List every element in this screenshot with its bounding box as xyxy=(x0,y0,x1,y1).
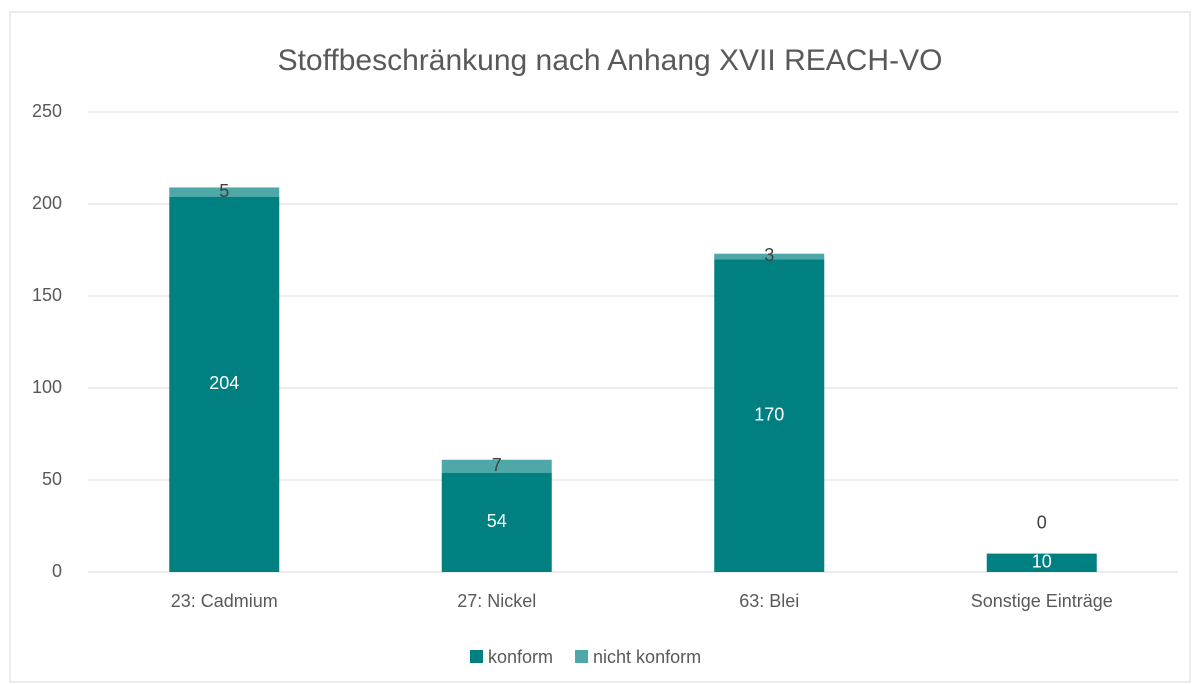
bar-segment xyxy=(986,553,1097,572)
legend-swatch xyxy=(470,650,483,663)
data-label: 0 xyxy=(1037,512,1047,532)
data-label: 5 xyxy=(219,181,229,201)
bar-segment xyxy=(441,472,552,572)
bar-segment xyxy=(714,259,825,572)
x-tick-label: 27: Nickel xyxy=(457,591,536,611)
bar-segment xyxy=(169,196,280,572)
x-tick-label: 23: Cadmium xyxy=(171,591,278,611)
legend-label: konform xyxy=(488,647,553,667)
x-tick-label: 63: Blei xyxy=(739,591,799,611)
data-label: 7 xyxy=(492,455,502,475)
bar-segment xyxy=(441,459,552,473)
data-label: 10 xyxy=(1032,552,1052,572)
y-tick-label: 200 xyxy=(32,193,62,213)
chart-title: Stoffbeschränkung nach Anhang XVII REACH… xyxy=(278,44,943,77)
data-label: 54 xyxy=(487,511,507,531)
legend-swatch xyxy=(575,650,589,663)
y-tick-label: 150 xyxy=(32,285,62,305)
data-label: 3 xyxy=(764,245,774,265)
bar-segment xyxy=(714,253,825,260)
data-label: 170 xyxy=(754,404,784,424)
y-tick-label: 0 xyxy=(52,561,62,581)
data-label: 204 xyxy=(209,373,239,393)
legend-label: nicht konform xyxy=(593,647,701,667)
x-tick-label: Sonstige Einträge xyxy=(971,591,1113,611)
y-tick-label: 50 xyxy=(42,469,62,489)
y-tick-label: 250 xyxy=(32,101,62,121)
y-tick-label: 100 xyxy=(32,377,62,397)
bar-segment xyxy=(169,187,280,197)
